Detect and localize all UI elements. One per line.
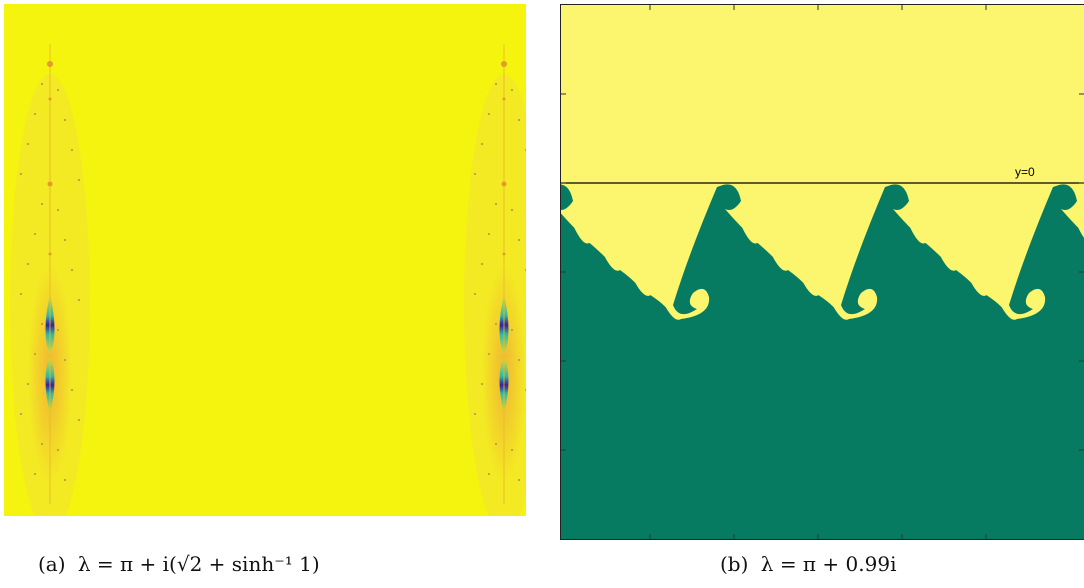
spindle-node [502, 97, 506, 101]
spindle-dot [56, 208, 60, 212]
spindle-dot [517, 118, 521, 122]
left-spindle [10, 44, 90, 516]
spindle-dot [70, 268, 74, 272]
spindle-dot [56, 448, 60, 452]
spindle-dot [33, 232, 37, 236]
spindle-dot [26, 142, 30, 146]
spindle-dot [494, 202, 498, 206]
spindle-dot [77, 418, 81, 422]
spindle-dot [487, 352, 491, 356]
spindle-dot [63, 358, 67, 362]
spindle-node [502, 252, 506, 256]
spiral-eye [1032, 301, 1040, 309]
spindle-dot [517, 358, 521, 362]
spindle-dot [487, 232, 491, 236]
spindle-dot [56, 328, 60, 332]
spindle-dot [33, 112, 37, 116]
spindle-dot [40, 82, 44, 86]
spindle-dot [494, 322, 498, 326]
spindle-node [501, 181, 507, 187]
spindle-dot [510, 328, 514, 332]
lower-region [560, 184, 1084, 540]
spindle-dot [494, 442, 498, 446]
spindle-dot [510, 448, 514, 452]
right-spindle [464, 44, 526, 516]
spindle-dot [524, 388, 526, 392]
spindle-dot [40, 322, 44, 326]
spindle-dot [480, 262, 484, 266]
spindle-dot [510, 208, 514, 212]
spiral-eye [696, 301, 704, 309]
spindle-dot [524, 148, 526, 152]
spindle-node [47, 181, 53, 187]
spindle-dot [26, 382, 30, 386]
caption-a-formula: λ = π + i(√2 + sinh⁻¹ 1) [77, 552, 320, 576]
spindle-node [501, 61, 507, 67]
spindle-dot [473, 412, 477, 416]
spiral-eye [864, 301, 872, 309]
spindle-dot [26, 262, 30, 266]
spindle-dot [33, 472, 37, 476]
frame [560, 4, 1084, 540]
spindle-dot [70, 388, 74, 392]
spindle-dot [77, 298, 81, 302]
spindle-dot [473, 172, 477, 176]
spindle-dot [524, 268, 526, 272]
spindle-dot [473, 292, 477, 296]
spindle-dot [510, 88, 514, 92]
fractal-panel-b: y=0 [560, 4, 1084, 540]
spindle-dot [494, 82, 498, 86]
spindle-dot [56, 88, 60, 92]
fractal-image-b: y=0 [560, 4, 1084, 540]
spindle-node [47, 61, 53, 67]
caption-a-tag: (a) [38, 552, 66, 576]
caption-b-tag: (b) [720, 552, 749, 576]
spindle-dot [63, 118, 67, 122]
y0-label: y=0 [1015, 165, 1035, 179]
spindle-dot [40, 202, 44, 206]
caption-a: (a) λ = π + i(√2 + sinh⁻¹ 1) [38, 552, 320, 576]
spindle-dot [480, 142, 484, 146]
spindle-dot [19, 292, 23, 296]
spindle-dot [77, 178, 81, 182]
spindle-dot [517, 478, 521, 482]
spindle-dot [70, 148, 74, 152]
caption-b: (b) λ = π + 0.99i [720, 552, 896, 576]
fractal-image-a [4, 4, 526, 516]
spindle-dot [33, 352, 37, 356]
spindle-dot [487, 472, 491, 476]
fractal-panel-a [4, 4, 526, 516]
spindle-dot [480, 382, 484, 386]
background [4, 4, 526, 516]
spindle-dot [487, 112, 491, 116]
spindle-dot [40, 442, 44, 446]
spindle-dot [19, 172, 23, 176]
spindle-node [48, 252, 52, 256]
spindle-dot [63, 238, 67, 242]
spindle-dot [517, 238, 521, 242]
spindle-node [48, 97, 52, 101]
spindle-dot [19, 412, 23, 416]
spindle-dot [63, 478, 67, 482]
caption-b-formula: λ = π + 0.99i [760, 552, 897, 576]
